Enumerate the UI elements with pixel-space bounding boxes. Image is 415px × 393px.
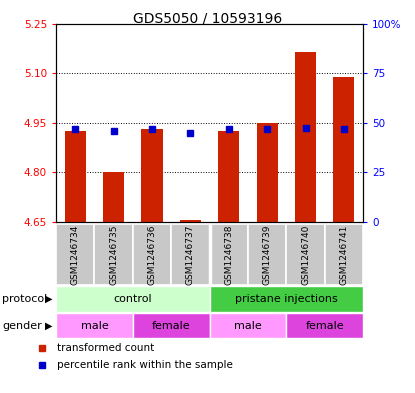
- Bar: [333, 77, 354, 222]
- Bar: [218, 131, 239, 222]
- Text: protocol: protocol: [2, 294, 47, 304]
- Bar: [295, 52, 316, 222]
- Bar: [248, 224, 286, 285]
- Bar: [56, 224, 95, 285]
- Text: female: female: [305, 321, 344, 331]
- Bar: [171, 224, 210, 285]
- Text: female: female: [152, 321, 190, 331]
- Text: male: male: [234, 321, 262, 331]
- Bar: [325, 224, 363, 285]
- Bar: [103, 173, 124, 222]
- Text: transformed count: transformed count: [56, 343, 154, 353]
- Text: GDS5050 / 10593196: GDS5050 / 10593196: [133, 11, 282, 25]
- Bar: [133, 224, 171, 285]
- Text: percentile rank within the sample: percentile rank within the sample: [56, 360, 232, 371]
- Bar: [286, 313, 363, 338]
- Text: ▶: ▶: [45, 294, 52, 304]
- Bar: [210, 224, 248, 285]
- Bar: [256, 123, 278, 222]
- Text: GSM1246738: GSM1246738: [224, 224, 233, 285]
- Text: pristane injections: pristane injections: [235, 294, 338, 304]
- Text: GSM1246735: GSM1246735: [109, 224, 118, 285]
- Bar: [142, 129, 163, 222]
- Bar: [286, 224, 325, 285]
- Bar: [56, 313, 133, 338]
- Text: male: male: [81, 321, 108, 331]
- Text: GSM1246736: GSM1246736: [147, 224, 156, 285]
- Bar: [210, 313, 286, 338]
- Bar: [180, 220, 201, 222]
- Bar: [56, 286, 210, 312]
- Text: GSM1246739: GSM1246739: [263, 224, 272, 285]
- Text: GSM1246734: GSM1246734: [71, 224, 80, 285]
- Text: GSM1246737: GSM1246737: [186, 224, 195, 285]
- Bar: [65, 131, 86, 222]
- Bar: [210, 286, 363, 312]
- Text: control: control: [113, 294, 152, 304]
- Text: ▶: ▶: [45, 321, 52, 331]
- Text: GSM1246740: GSM1246740: [301, 224, 310, 285]
- Bar: [95, 224, 133, 285]
- Bar: [133, 313, 210, 338]
- Text: gender: gender: [2, 321, 42, 331]
- Text: GSM1246741: GSM1246741: [339, 224, 349, 285]
